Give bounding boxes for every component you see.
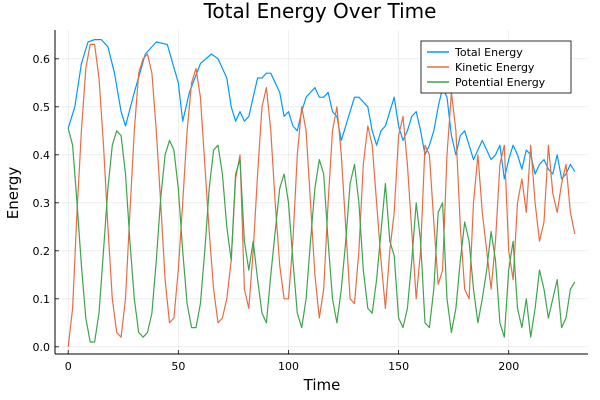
x-tick-label: 100 xyxy=(278,360,299,373)
x-tick-label: 200 xyxy=(498,360,519,373)
y-tick-label: 0.1 xyxy=(33,293,51,306)
series-line-potential-energy xyxy=(67,128,576,343)
y-tick-label: 0.4 xyxy=(33,149,51,162)
x-tick-label: 150 xyxy=(388,360,409,373)
legend-label: Potential Energy xyxy=(455,76,546,89)
y-tick-label: 0.6 xyxy=(33,53,51,66)
series-line-kinetic-energy xyxy=(67,43,576,347)
axes: 0 50 100 150 200 0.0 0.1 0.2 0.3 0.4 0.5 0.6 xyxy=(33,30,588,373)
y-tick-label: 0.2 xyxy=(33,245,51,258)
grid xyxy=(55,30,588,354)
y-tick-label: 0.5 xyxy=(33,101,51,114)
x-tick-label: 0 xyxy=(65,360,72,373)
x-tick-label: 50 xyxy=(171,360,185,373)
legend-label: Total Energy xyxy=(454,46,523,59)
y-tick-label: 0.0 xyxy=(33,341,51,354)
x-axis-label: Time xyxy=(303,376,341,394)
y-axis-label: Energy xyxy=(4,167,22,220)
chart-title: Total Energy Over Time xyxy=(203,0,437,23)
legend-label: Kinetic Energy xyxy=(455,61,535,74)
series-group xyxy=(67,38,576,347)
legend: Total Energy Kinetic Energy Potential Ener… xyxy=(420,40,572,94)
y-tick-label: 0.3 xyxy=(33,197,51,210)
